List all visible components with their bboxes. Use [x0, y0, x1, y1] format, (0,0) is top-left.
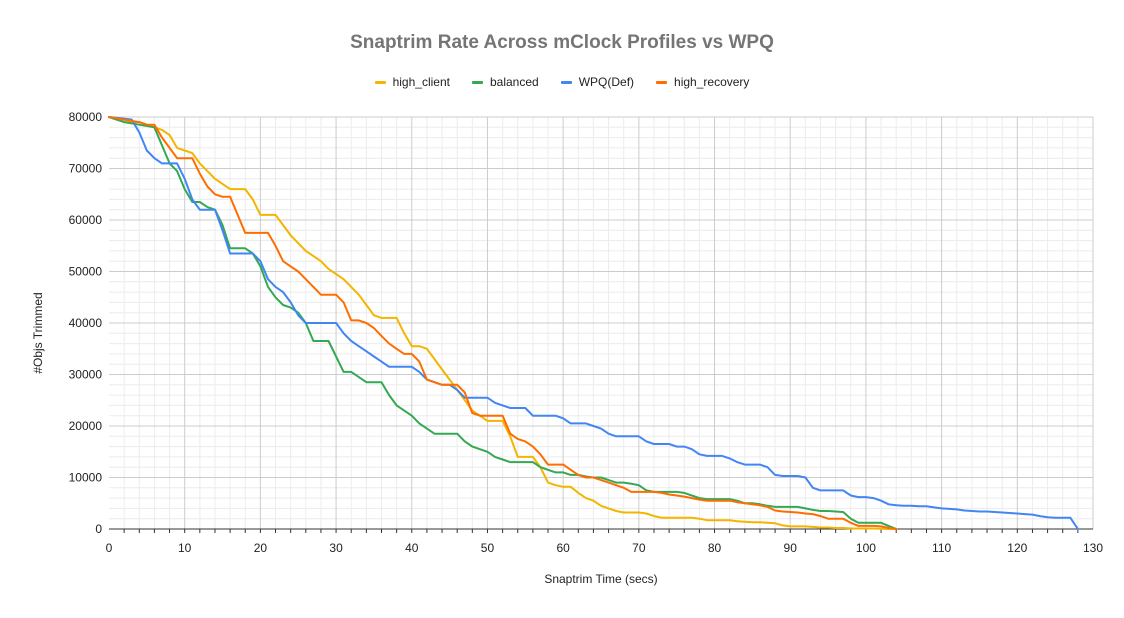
x-tick-label: 130 — [1083, 541, 1103, 555]
legend-item-high-client[interactable]: high_client — [374, 75, 450, 89]
x-axis-title: Snaptrim Time (secs) — [544, 572, 657, 586]
legend-item-balanced[interactable]: balanced — [471, 75, 539, 89]
legend-label-high-recovery: high_recovery — [674, 75, 750, 89]
legend: high_client balanced WPQ(Def) high_recov… — [0, 75, 1124, 89]
x-tick-label: 0 — [106, 541, 113, 555]
y-tick-label: 20000 — [69, 419, 103, 433]
series-line-balanced — [108, 116, 898, 530]
legend-label-balanced: balanced — [489, 75, 539, 89]
x-tick-label: 60 — [556, 541, 570, 555]
legend-swatch-high-recovery — [656, 80, 668, 84]
x-tick-label: 80 — [708, 541, 722, 555]
legend-swatch-wpq — [560, 80, 572, 84]
y-tick-label: 70000 — [69, 162, 103, 176]
y-tick-label: 50000 — [69, 265, 103, 279]
chart-title: Snaptrim Rate Across mClock Profiles vs … — [350, 32, 774, 53]
legend-swatch-balanced — [471, 80, 483, 84]
series-line-wpq-def — [108, 116, 1079, 530]
series-line-high-recovery — [108, 116, 898, 530]
x-tick-label: 100 — [856, 541, 876, 555]
axes — [109, 528, 1093, 533]
legend-label-wpq: WPQ(Def) — [578, 75, 635, 89]
legend-item-wpq[interactable]: WPQ(Def) — [560, 75, 635, 89]
x-tick-label: 20 — [254, 541, 268, 555]
y-tick-label: 30000 — [69, 368, 103, 382]
x-tick-label: 50 — [481, 541, 495, 555]
series-line-high-client — [108, 116, 898, 530]
y-tick-label: 60000 — [69, 213, 103, 227]
y-tick-label: 80000 — [69, 110, 103, 124]
major-gridlines — [109, 116, 1094, 529]
x-tick-label: 120 — [1007, 541, 1027, 555]
x-tick-label: 40 — [405, 541, 419, 555]
y-tick-label: 40000 — [69, 316, 103, 330]
y-tick-label: 10000 — [69, 471, 103, 485]
x-tick-label: 90 — [784, 541, 798, 555]
x-tick-label: 110 — [932, 541, 951, 555]
x-tick-label: 30 — [329, 541, 343, 555]
y-axis-title: #Objs Trimmed — [31, 292, 45, 373]
x-tick-label: 10 — [178, 541, 192, 555]
y-tick-label: 0 — [95, 522, 102, 536]
legend-item-high-recovery[interactable]: high_recovery — [656, 75, 749, 89]
legend-label-high-client: high_client — [392, 75, 450, 89]
series-layer — [108, 116, 1079, 530]
tick-labels: 0 10 20 30 40 50 60 70 80 90 100 110 120 130 0 10000 200… — [69, 110, 1104, 555]
legend-swatch-high-client — [374, 80, 386, 84]
x-tick-label: 70 — [632, 541, 646, 555]
